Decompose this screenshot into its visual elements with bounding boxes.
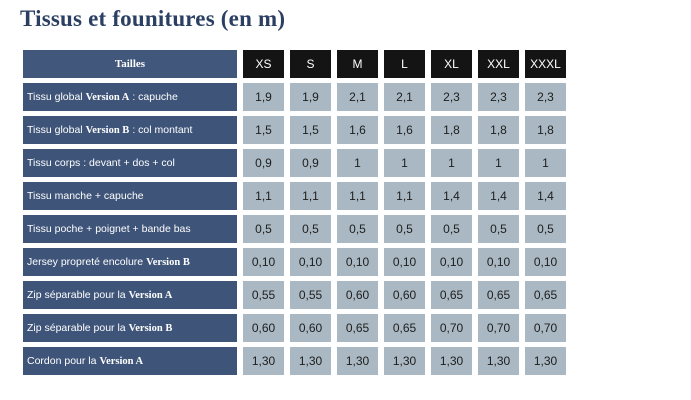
table-cell: 0,60 [337,281,378,309]
table-cell: 0,10 [290,248,331,276]
fabric-table: Tailles XS S M L XL XXL XXXL Tissu global Versio… [23,50,566,375]
table-cell: 0,10 [431,248,472,276]
table-cell: 1,1 [384,182,425,210]
row-label-text: Tissu global [27,124,83,136]
table-cell: 0,5 [290,215,331,243]
size-header-s: S [290,50,331,78]
row-label: Tissu corps : devant + dos + col [23,149,237,177]
table-cell: 1,8 [431,116,472,144]
table-cell: 2,1 [384,83,425,111]
table-cell: 0,65 [478,281,519,309]
row-label-version: Version B [85,124,130,136]
sizes-header-label: Tailles [23,50,237,78]
row-label: Zip séparable pour la Version A [23,281,237,309]
table-cell: 0,70 [478,314,519,342]
size-header-l: L [384,50,425,78]
row-label-text: Cordon pour la [27,355,97,367]
size-header-xxl: XXL [478,50,519,78]
table-cell: 0,5 [384,215,425,243]
table-cell: 1,6 [337,116,378,144]
table-cell: 1,8 [525,116,566,144]
table-cell: 0,5 [525,215,566,243]
table-cell: 1,1 [290,182,331,210]
page-title: Tissus et founitures (en m) [20,6,286,31]
table-cell: 0,10 [384,248,425,276]
size-header-xl: XL [431,50,472,78]
table-cell: 2,1 [337,83,378,111]
table-cell: 0,5 [243,215,284,243]
row-label: Jersey propreté encolure Version B [23,248,237,276]
row-label: Tissu manche + capuche [23,182,237,210]
row-label-version: Version A [99,355,144,367]
table-cell: 1 [478,149,519,177]
table-cell: 2,3 [525,83,566,111]
table-cell: 1,30 [337,347,378,375]
table-cell: 1 [525,149,566,177]
table-cell: 1,30 [384,347,425,375]
table-cell: 1,6 [384,116,425,144]
table-cell: 1,4 [478,182,519,210]
row-label-text: : col montant [132,124,193,136]
table-cell: 0,60 [384,281,425,309]
table-cell: 0,60 [243,314,284,342]
table-cell: 0,9 [243,149,284,177]
row-label: Cordon pour la Version A [23,347,237,375]
table-cell: 1,9 [243,83,284,111]
table-cell: 0,65 [525,281,566,309]
table-cell: 1,30 [525,347,566,375]
table-cell: 1,8 [478,116,519,144]
size-header-m: M [337,50,378,78]
table-cell: 0,65 [384,314,425,342]
table-cell: 2,3 [431,83,472,111]
row-label: Zip séparable pour la Version B [23,314,237,342]
table-cell: 0,10 [243,248,284,276]
table-cell: 1 [337,149,378,177]
row-label-version: Version A [128,289,173,301]
table-cell: 1,30 [431,347,472,375]
table-cell: 1,1 [243,182,284,210]
size-header-xs: XS [243,50,284,78]
table-cell: 1,30 [243,347,284,375]
table-cell: 0,10 [525,248,566,276]
row-label-text: Zip séparable pour la [27,322,126,334]
row-label-text: Tissu manche + capuche [27,190,144,202]
table-cell: 1,4 [525,182,566,210]
table-cell: 1,5 [290,116,331,144]
row-label-text: Zip séparable pour la [27,289,126,301]
row-label-version: Version A [85,91,130,103]
row-label: Tissu global Version B: col montant [23,116,237,144]
table-cell: 0,65 [337,314,378,342]
row-label-text: Tissu poche + poignet + bande bas [27,223,191,235]
table-cell: 1,4 [431,182,472,210]
row-label: Tissu poche + poignet + bande bas [23,215,237,243]
table-cell: 0,55 [290,281,331,309]
table-cell: 0,60 [290,314,331,342]
row-label-text: Jersey propreté encolure [27,256,144,268]
row-label-text: Tissu global [27,91,83,103]
table-cell: 1 [384,149,425,177]
table-cell: 1,9 [290,83,331,111]
table-cell: 0,10 [478,248,519,276]
table-cell: 1,5 [243,116,284,144]
table-cell: 0,55 [243,281,284,309]
row-label-text: : capuche [132,91,178,103]
row-label-text: Tissu corps : devant + dos + col [27,157,175,169]
table-cell: 0,65 [431,281,472,309]
table-cell: 1,1 [337,182,378,210]
table-cell: 0,70 [431,314,472,342]
table-cell: 0,5 [431,215,472,243]
table-cell: 1 [431,149,472,177]
table-cell: 1,30 [478,347,519,375]
table-cell: 1,30 [290,347,331,375]
table-cell: 0,70 [525,314,566,342]
table-cell: 0,9 [290,149,331,177]
row-label-version: Version B [146,256,190,268]
table-cell: 0,5 [337,215,378,243]
size-header-xxxl: XXXL [525,50,566,78]
table-cell: 0,10 [337,248,378,276]
row-label-version: Version B [128,322,173,334]
table-cell: 0,5 [478,215,519,243]
table-cell: 2,3 [478,83,519,111]
row-label: Tissu global Version A: capuche [23,83,237,111]
